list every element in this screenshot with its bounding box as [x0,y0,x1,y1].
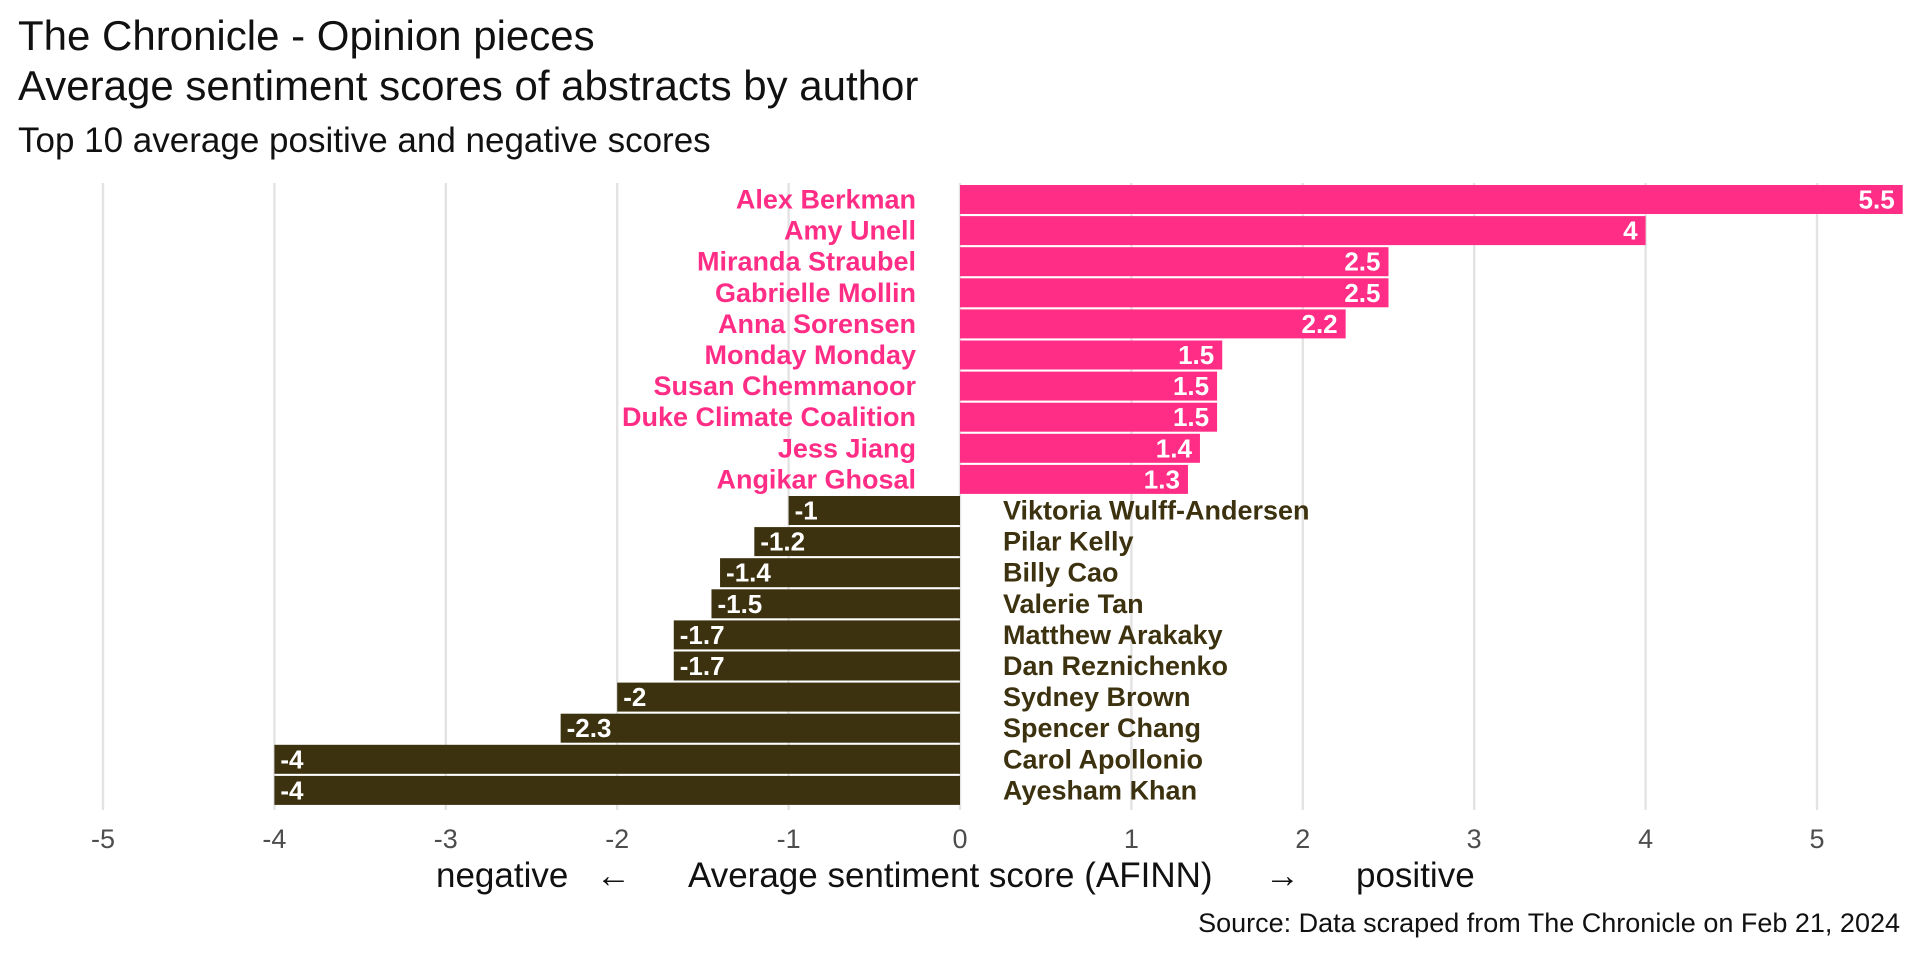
bar [960,278,1389,308]
bar [960,216,1646,246]
author-label: Sydney Brown [1003,682,1191,712]
source-caption: Source: Data scraped from The Chronicle … [1198,908,1900,938]
x-tick-label: -2 [605,824,629,854]
bar-value-label: 1.3 [1144,464,1180,494]
x-tick-label: -1 [777,824,801,854]
x-tick-label: 1 [1124,824,1139,854]
author-label: Carol Apollonio [1003,744,1203,774]
author-label: Valerie Tan [1003,589,1144,619]
bar [960,402,1218,432]
bar-value-label: 2.5 [1344,247,1380,277]
author-label: Amy Unell [784,216,916,246]
bar [960,433,1200,463]
bar [960,185,1903,214]
bar-value-label: 1.5 [1178,340,1214,370]
x-tick-label: 2 [1295,824,1310,854]
chart-title-line-2: Average sentiment scores of abstracts by… [18,62,919,109]
x-tick-label: 0 [952,824,967,854]
author-label: Ayesham Khan [1003,775,1197,805]
bar [617,682,960,712]
bar-value-label: -2 [623,682,646,712]
x-axis-ticks: -5 -4 -3 -2 -1 0 1 2 3 4 5 [91,824,1825,854]
bar-value-label: -1.7 [680,620,725,650]
x-tick-label: 3 [1467,824,1482,854]
bar-value-label: -1.2 [760,527,805,557]
bar [960,464,1188,494]
x-axis-title: Average sentiment score (AFINN) [688,856,1213,895]
bar [788,496,960,525]
bar [960,309,1346,339]
bar-value-label: -4 [280,775,304,805]
author-label: Alex Berkman [736,185,916,215]
bar [274,775,960,805]
bar [711,589,960,619]
left-arrow-icon: ← [596,856,631,895]
author-label: Monday Monday [704,340,916,370]
bar [720,558,960,588]
author-label: Dan Reznichenko [1003,651,1228,681]
author-label: Jess Jiang [778,433,916,463]
positive-direction-label: positive [1356,856,1475,895]
bar [960,371,1218,401]
bar [560,713,960,743]
x-tick-label: 4 [1638,824,1653,854]
bar [754,527,960,557]
author-labels: 5.5 Alex Berkman 4 Amy Unell 2.5 Miranda Stra… [280,185,1894,806]
bar-value-label: 2.5 [1344,278,1380,308]
bar-value-label: 1.4 [1156,433,1193,463]
bar [673,651,960,681]
chart-title: The Chronicle - Opinion pieces [18,12,595,59]
bar-value-label: 5.5 [1859,185,1895,215]
chart-subtitle: Top 10 average positive and negative sco… [18,121,711,160]
bar-value-label: -1 [795,496,818,526]
author-label: Matthew Arakaky [1003,620,1223,650]
bar [673,620,960,650]
bar-value-label: 1.5 [1173,371,1209,401]
bar-value-label: 1.5 [1173,402,1209,432]
negative-direction-label: negative [436,856,569,895]
author-label: Angikar Ghosal [716,464,916,494]
x-tick-label: -3 [434,824,458,854]
author-label: Billy Cao [1003,558,1119,588]
author-label: Susan Chemmanoor [653,371,916,401]
right-arrow-icon: → [1265,856,1300,895]
author-label: Pilar Kelly [1003,527,1134,557]
author-label: Viktoria Wulff-Andersen [1003,496,1310,526]
author-label: Anna Sorensen [718,309,916,339]
author-label: Duke Climate Coalition [622,402,916,432]
bar [960,247,1389,277]
x-tick-label: 5 [1809,824,1824,854]
bar-value-label: -4 [280,744,304,774]
author-label: Miranda Straubel [697,247,916,277]
bar-value-label: -1.7 [680,651,725,681]
bar-value-label: 2.2 [1301,309,1337,339]
author-label: Spencer Chang [1003,713,1201,743]
bar-value-label: -1.5 [717,589,762,619]
author-label: Gabrielle Mollin [715,278,916,308]
bar-value-label: -1.4 [726,558,771,588]
bar-value-label: -2.3 [567,713,612,743]
bar [960,340,1223,370]
bar [274,744,960,774]
bars [274,185,1903,805]
x-tick-label: -5 [91,824,115,854]
bar-value-label: 4 [1623,216,1638,246]
x-tick-label: -4 [262,824,286,854]
